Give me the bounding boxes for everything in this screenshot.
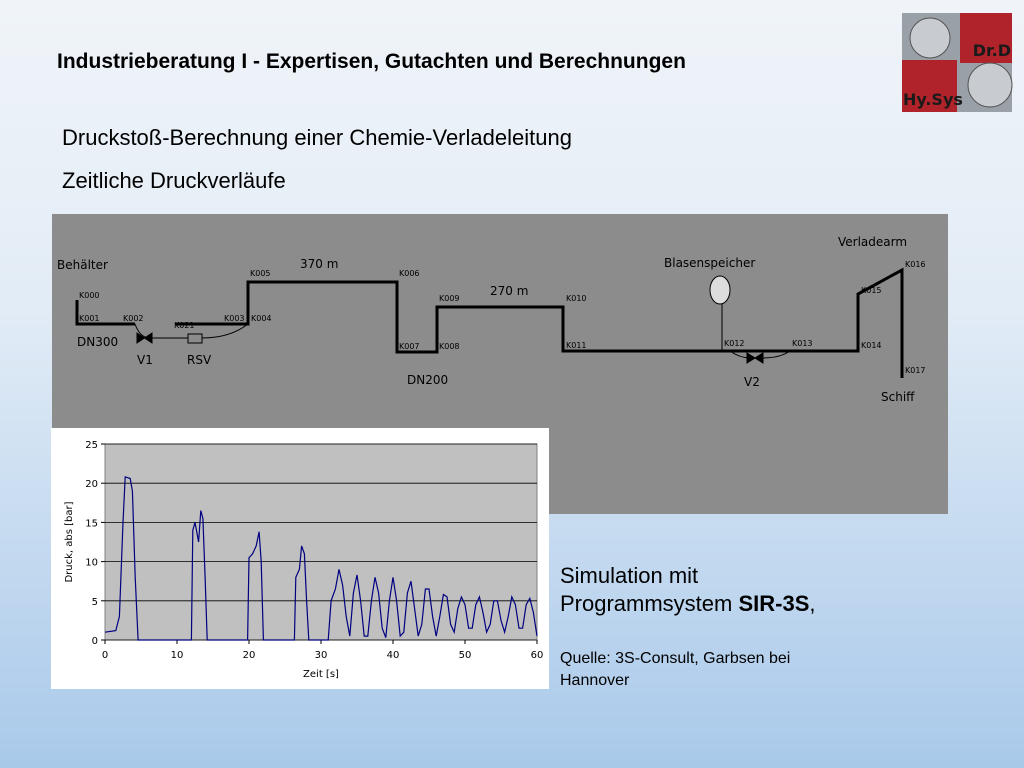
x-tick-label: 30 xyxy=(315,650,328,661)
label: 270 m xyxy=(490,284,528,298)
node: K005 xyxy=(250,269,271,278)
text: SIR-3S xyxy=(738,591,810,616)
node: K004 xyxy=(251,314,272,323)
plot-area xyxy=(104,443,538,641)
y-tick-label: 20 xyxy=(85,479,98,490)
node: K017 xyxy=(905,366,926,375)
logo: Dr.D Hy.Sys xyxy=(902,13,1013,112)
x-tick-label: 0 xyxy=(102,650,108,661)
title: Industrieberatung I - Expertisen, Gutach… xyxy=(57,50,686,73)
node: K000 xyxy=(79,291,100,300)
y-tick-label: 0 xyxy=(92,636,98,647)
y-tick-label: 25 xyxy=(85,440,98,451)
label: Schiff xyxy=(881,390,915,404)
x-tick-label: 40 xyxy=(387,650,400,661)
node: K011 xyxy=(566,341,587,350)
x-tick-label: 10 xyxy=(171,650,184,661)
text: , xyxy=(809,591,816,616)
subtitle: Zeitliche Druckverläufe xyxy=(62,168,286,193)
text: Simulation mit xyxy=(560,563,699,588)
x-axis-label: Zeit [s] xyxy=(303,669,339,680)
node: K001 xyxy=(79,314,100,323)
node: K009 xyxy=(439,294,460,303)
x-tick-label: 50 xyxy=(459,650,472,661)
node: K021 xyxy=(174,321,195,330)
label: V1 xyxy=(137,353,153,367)
label: Blasenspeicher xyxy=(664,256,755,270)
y-tick-label: 5 xyxy=(92,597,98,608)
node: K014 xyxy=(861,341,882,350)
pipeline xyxy=(75,267,904,378)
x-tick-label: 60 xyxy=(531,650,544,661)
subtitle: Druckstoß-Berechnung einer Chemie-Verlad… xyxy=(62,125,572,150)
label: 370 m xyxy=(300,257,338,271)
node: K010 xyxy=(566,294,587,303)
label: RSV xyxy=(187,353,212,367)
node: K012 xyxy=(724,339,745,348)
line xyxy=(104,476,538,641)
side-text: Simulation mit Programmsystem SIR-3S, xyxy=(560,562,816,618)
node: K002 xyxy=(123,314,144,323)
y-tick-label: 15 xyxy=(85,518,98,529)
y-tick-label: 10 xyxy=(85,558,98,569)
node: K003 xyxy=(224,314,245,323)
label: DN200 xyxy=(407,373,448,387)
node: K016 xyxy=(905,260,926,269)
node: K006 xyxy=(399,269,420,278)
label: DN300 xyxy=(77,335,118,349)
node: K013 xyxy=(792,339,813,348)
node: K008 xyxy=(439,342,460,351)
diagram-labels: Behälter Verladearm 370 m 270 m Blasensp… xyxy=(57,235,926,404)
node: K007 xyxy=(399,342,420,351)
text: Programmsystem SIR-3S, xyxy=(560,590,816,618)
node: K015 xyxy=(861,286,882,295)
chart: 0 5 10 15 20 25 0 10 20 30 40 50 60 Zeit [s] Druck, ab… xyxy=(64,440,543,680)
text: Programmsystem xyxy=(560,591,739,616)
logo-text: Hy.Sys xyxy=(903,90,963,109)
label: V2 xyxy=(744,375,760,389)
label: Behälter xyxy=(57,258,108,272)
logo-text: Dr.D xyxy=(973,41,1011,60)
x-tick-label: 20 xyxy=(243,650,256,661)
label: Verladearm xyxy=(838,235,907,249)
y-axis-label: Druck, abs [bar] xyxy=(64,501,75,582)
source: Quelle: 3S-Consult, Garbsen bei Hannover xyxy=(560,650,791,689)
